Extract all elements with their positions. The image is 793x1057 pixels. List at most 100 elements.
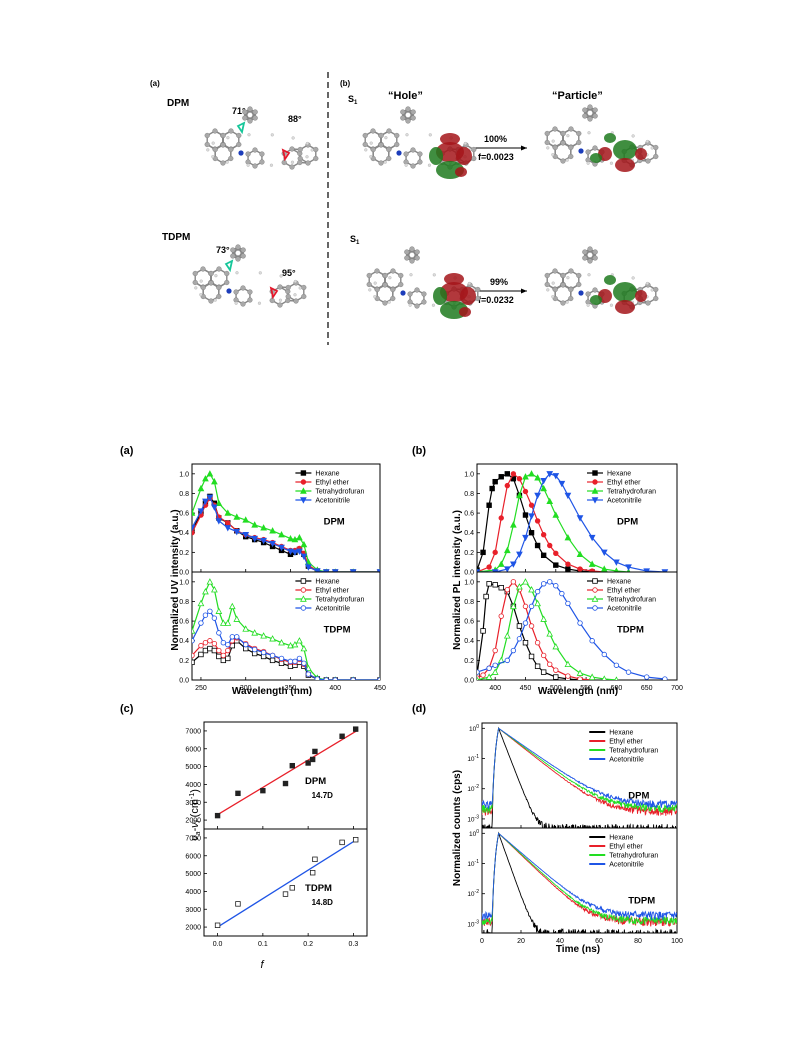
data-point bbox=[225, 641, 231, 648]
data-point bbox=[576, 669, 584, 676]
y-tick-label: 10-2 bbox=[467, 784, 479, 793]
data-point bbox=[220, 657, 227, 664]
data-point bbox=[224, 525, 232, 532]
data-point bbox=[323, 677, 329, 680]
series-line-hexane bbox=[192, 495, 380, 572]
y-tick-label: 0.8 bbox=[464, 599, 474, 606]
chart-c-label: (c) bbox=[120, 703, 134, 715]
molecule-hydrogen bbox=[428, 133, 432, 137]
molecule-atom bbox=[403, 151, 409, 157]
orbital-lobe bbox=[604, 275, 616, 285]
molecule-hydrogen bbox=[235, 271, 239, 275]
x-tick-label: 400 bbox=[329, 685, 341, 692]
molecule-atom bbox=[285, 293, 291, 300]
data-point bbox=[534, 492, 541, 500]
y-tick-label: 2000 bbox=[185, 925, 201, 932]
molecule-atom bbox=[247, 289, 253, 295]
data-point bbox=[211, 504, 218, 511]
molecule-hydrogen bbox=[405, 133, 409, 137]
legend-label: Ethyl ether bbox=[315, 588, 349, 595]
x-tick-label: 450 bbox=[374, 685, 386, 692]
data-point bbox=[577, 566, 583, 572]
orbital-lobe bbox=[590, 153, 602, 163]
legend-label: Acetonitrile bbox=[607, 498, 642, 505]
molecule-hydrogen bbox=[199, 279, 203, 283]
subplot-name: DPM bbox=[628, 791, 649, 802]
data-point bbox=[528, 586, 535, 593]
molecule-atom bbox=[247, 106, 253, 112]
molecule-atom bbox=[366, 281, 372, 288]
data-point bbox=[576, 515, 584, 522]
molecule-atom bbox=[386, 128, 392, 134]
molecule-hydrogen bbox=[631, 276, 635, 280]
data-point bbox=[233, 529, 241, 536]
data-point bbox=[625, 564, 632, 571]
data-point bbox=[211, 647, 218, 654]
molecule-atom bbox=[293, 298, 299, 304]
data-point bbox=[202, 587, 209, 595]
molecule-atom bbox=[394, 141, 400, 148]
y-tick-label: 0.0 bbox=[179, 678, 189, 685]
x-tick-label: 650 bbox=[641, 685, 653, 692]
dipole-annotation: 14.8D bbox=[312, 898, 334, 907]
data-point bbox=[339, 839, 345, 846]
chart-a-label: (a) bbox=[120, 445, 134, 457]
molecule-atom bbox=[592, 287, 598, 293]
molecule-atom bbox=[544, 130, 550, 137]
legend-label: Hexane bbox=[315, 579, 339, 586]
data-point bbox=[522, 639, 529, 646]
molecule-atom bbox=[313, 146, 319, 153]
molecule-hydrogen bbox=[650, 288, 654, 292]
data-point bbox=[207, 638, 213, 644]
data-point bbox=[207, 608, 213, 614]
data-point bbox=[564, 660, 572, 667]
molecule-atom bbox=[568, 295, 574, 302]
data-point bbox=[540, 531, 547, 538]
molecule-hydrogen bbox=[225, 160, 229, 164]
molecule-atom bbox=[297, 146, 303, 153]
molecule-hydrogen bbox=[310, 148, 314, 152]
molecule-atom bbox=[374, 286, 380, 293]
data-point bbox=[260, 632, 267, 639]
decay-trace-acetonitrile bbox=[482, 832, 677, 921]
data-point bbox=[251, 629, 259, 636]
data-point bbox=[314, 676, 321, 680]
subplot-name: DPM bbox=[617, 516, 638, 527]
data-point bbox=[312, 748, 318, 755]
data-point bbox=[220, 639, 227, 646]
molecule-atom bbox=[582, 107, 588, 113]
molecule-hydrogen bbox=[226, 136, 230, 140]
data-point bbox=[206, 578, 214, 585]
molecule-atom bbox=[235, 244, 241, 250]
molecule-atom bbox=[544, 139, 550, 146]
dihedral-marker-1 bbox=[236, 121, 246, 135]
molecule-hydrogen bbox=[270, 133, 274, 137]
legend-label: Acetonitrile bbox=[315, 606, 350, 613]
data-point bbox=[269, 635, 276, 642]
y-tick-label: 10-1 bbox=[467, 754, 479, 763]
molecule-hydrogen bbox=[213, 298, 217, 302]
data-point bbox=[522, 578, 529, 585]
data-point bbox=[242, 625, 250, 632]
molecule-atom bbox=[242, 115, 248, 121]
molecule-atom bbox=[410, 115, 416, 121]
data-point bbox=[296, 637, 303, 644]
data-point bbox=[352, 726, 359, 732]
data-point bbox=[534, 663, 541, 669]
data-point bbox=[516, 491, 523, 499]
legend-label: Ethyl ether bbox=[315, 480, 349, 487]
molecule-atom bbox=[653, 286, 659, 293]
molecule-atom bbox=[582, 249, 588, 255]
molecule-atom bbox=[653, 153, 659, 160]
molecule-hydrogen bbox=[566, 134, 570, 138]
data-point bbox=[242, 516, 250, 523]
molecule-atom bbox=[386, 155, 392, 162]
data-point bbox=[287, 658, 294, 665]
molecule-hydrogen bbox=[305, 141, 309, 146]
data-point bbox=[242, 531, 250, 539]
molecule-atom bbox=[417, 151, 423, 157]
data-point bbox=[350, 677, 356, 680]
molecule-atom bbox=[208, 298, 214, 304]
legend-marker bbox=[300, 587, 307, 593]
data-point bbox=[480, 549, 486, 556]
